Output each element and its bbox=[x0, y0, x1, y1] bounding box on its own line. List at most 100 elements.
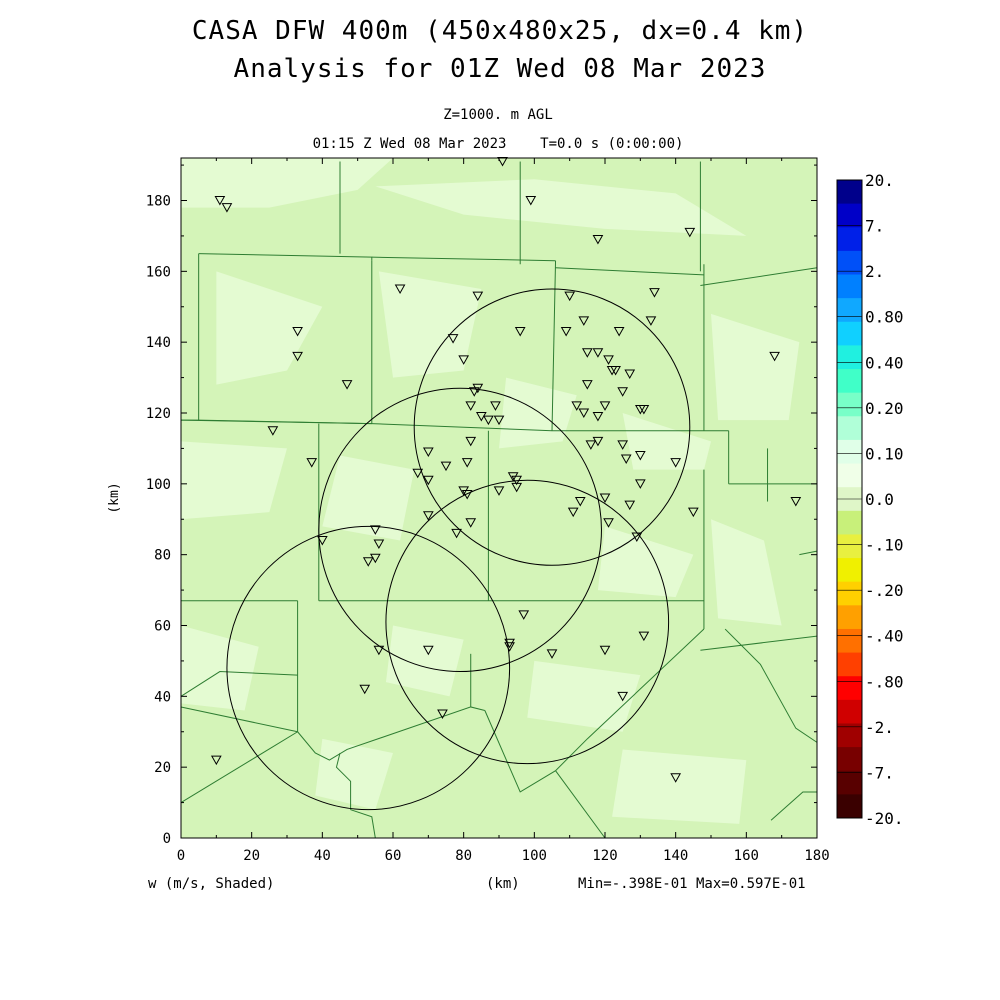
colorbar-swatch bbox=[837, 747, 862, 772]
y-tick-label: 60 bbox=[154, 619, 171, 635]
station-marker bbox=[422, 645, 434, 656]
station-marker bbox=[210, 755, 222, 766]
colorbar-swatch bbox=[837, 676, 862, 701]
colorbar-label: 2. bbox=[865, 262, 884, 281]
colorbar-swatch bbox=[837, 227, 862, 252]
colorbar-swatch bbox=[837, 652, 862, 677]
chart-title-line1: CASA DFW 400m (450x480x25, dx=0.4 km) bbox=[191, 16, 809, 46]
colorbar-label: 7. bbox=[865, 217, 884, 236]
colorbar-swatch bbox=[837, 463, 862, 488]
county-boundary bbox=[180, 419, 729, 432]
station-marker bbox=[475, 412, 487, 422]
station-marker bbox=[373, 539, 385, 550]
county-boundary bbox=[371, 256, 556, 262]
colorbar-swatch bbox=[837, 770, 862, 795]
station-marker bbox=[769, 351, 780, 362]
min-max-stats: Min=-.398E-01 Max=0.597E-01 bbox=[578, 876, 806, 892]
x-tick-label: 160 bbox=[734, 848, 759, 864]
near-zero-region bbox=[711, 519, 782, 626]
station-marker bbox=[493, 486, 505, 496]
station-marker bbox=[571, 401, 583, 411]
time-label: 01:15 Z Wed 08 Mar 2023 T=0.0 s (0:00:00… bbox=[312, 136, 684, 152]
colorbar-label: -.20 bbox=[865, 581, 904, 600]
colorbar-swatch bbox=[837, 369, 862, 394]
station-marker bbox=[581, 348, 593, 358]
station-marker bbox=[518, 610, 530, 620]
y-tick-label: 100 bbox=[146, 477, 171, 493]
colorbar-swatch bbox=[837, 628, 862, 654]
station-marker bbox=[670, 773, 682, 783]
station-marker bbox=[578, 316, 590, 326]
colorbar-label: -.40 bbox=[865, 627, 904, 646]
station-marker bbox=[483, 415, 494, 426]
x-tick-label: 80 bbox=[455, 848, 472, 864]
station-marker bbox=[394, 284, 406, 295]
station-marker bbox=[581, 380, 593, 390]
station-marker bbox=[599, 493, 611, 504]
colorbar-swatch bbox=[837, 345, 862, 370]
station-marker bbox=[267, 426, 279, 436]
x-tick-label: 0 bbox=[177, 848, 185, 864]
county-boundary bbox=[335, 752, 352, 810]
station-marker bbox=[592, 348, 604, 358]
station-marker bbox=[511, 475, 523, 486]
near-zero-region bbox=[612, 749, 747, 824]
station-marker bbox=[369, 525, 381, 535]
county-boundary bbox=[180, 671, 298, 697]
y-tick-label: 20 bbox=[154, 760, 171, 776]
near-zero-region bbox=[375, 179, 747, 236]
x-tick-label: 120 bbox=[592, 848, 617, 864]
station-marker bbox=[221, 203, 233, 213]
colorbar-swatch bbox=[837, 180, 862, 205]
near-zero-region bbox=[181, 441, 287, 520]
county-boundary bbox=[180, 706, 298, 733]
station-marker bbox=[617, 440, 629, 450]
y-axis-label: (km) bbox=[107, 482, 122, 513]
radar-range-circle bbox=[385, 479, 670, 765]
x-tick-label: 60 bbox=[385, 848, 402, 864]
near-zero-region bbox=[216, 271, 323, 385]
colorbar-swatch bbox=[837, 581, 862, 606]
station-marker bbox=[560, 327, 572, 337]
x-tick-label: 20 bbox=[243, 848, 260, 864]
radar-range-circle bbox=[226, 525, 511, 811]
station-marker bbox=[493, 415, 505, 426]
colorbar-swatch bbox=[837, 534, 862, 559]
station-marker bbox=[638, 404, 650, 415]
station-marker bbox=[574, 497, 586, 507]
station-marker bbox=[369, 553, 381, 564]
x-tick-label: 180 bbox=[804, 848, 829, 864]
station-marker bbox=[631, 532, 643, 542]
station-marker bbox=[599, 401, 611, 411]
colorbar-swatch bbox=[837, 298, 862, 323]
colorbar-swatch bbox=[837, 723, 862, 748]
colorbar-label: -7. bbox=[865, 763, 894, 782]
station-marker bbox=[468, 387, 480, 397]
colorbar-label: 0.10 bbox=[865, 444, 904, 463]
near-zero-region bbox=[385, 625, 464, 697]
station-marker bbox=[610, 366, 621, 376]
station-marker bbox=[546, 649, 558, 659]
near-zero-region bbox=[711, 313, 800, 421]
near-zero-region bbox=[378, 271, 482, 378]
level-label: Z=1000. m AGL bbox=[443, 107, 553, 123]
county-boundary bbox=[700, 267, 818, 286]
colorbar-label: 20. bbox=[865, 171, 894, 190]
station-marker bbox=[592, 436, 604, 447]
station-marker bbox=[465, 436, 477, 447]
near-zero-region bbox=[322, 455, 415, 541]
station-marker bbox=[451, 528, 462, 539]
station-marker bbox=[373, 645, 385, 656]
station-marker bbox=[687, 507, 699, 518]
station-marker bbox=[585, 440, 597, 450]
station-marker bbox=[472, 291, 484, 302]
county-boundary bbox=[180, 731, 298, 804]
station-marker bbox=[634, 451, 646, 461]
colorbar-swatch bbox=[837, 699, 862, 724]
station-marker bbox=[440, 461, 452, 472]
station-marker bbox=[645, 316, 657, 326]
station-marker bbox=[567, 507, 579, 518]
station-marker bbox=[670, 458, 682, 468]
station-marker bbox=[316, 536, 328, 546]
